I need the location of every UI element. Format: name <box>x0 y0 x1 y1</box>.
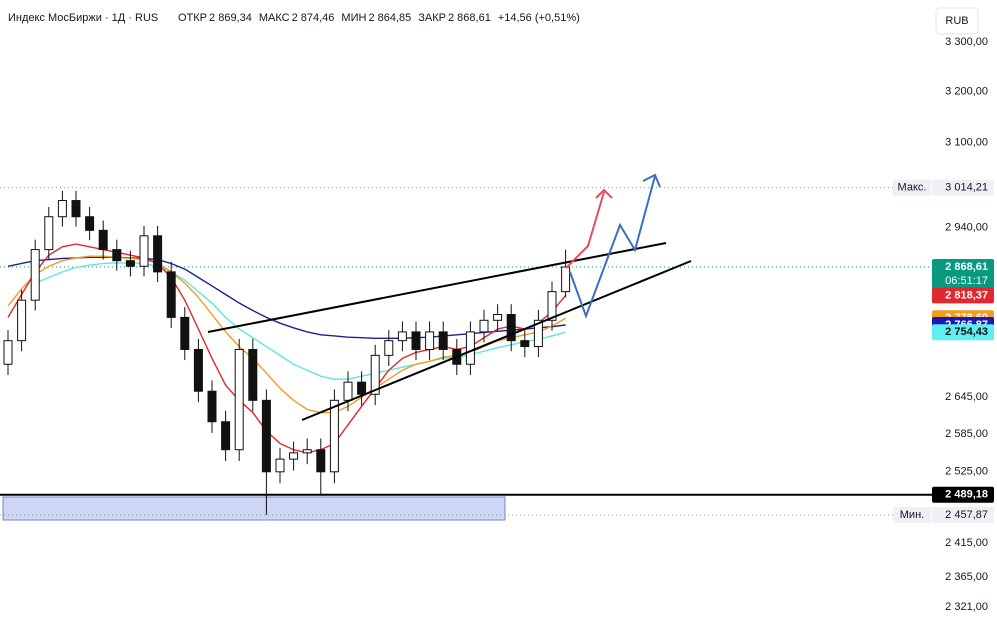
candle-body <box>465 331 475 365</box>
candle-body <box>289 452 299 460</box>
arrow-head <box>642 173 661 188</box>
trendline-lower <box>301 260 692 421</box>
stat-value: 2 868,61 <box>448 12 491 24</box>
extreme-name: Мин. <box>900 509 924 521</box>
forecast-arrow-red <box>565 191 605 269</box>
y-tick-label: 3 300,00 <box>945 36 988 48</box>
candle-body <box>57 200 67 218</box>
candle-body <box>343 381 353 401</box>
price-label: 2 868,61 <box>945 261 988 273</box>
extreme-value: 3 014,21 <box>945 182 988 194</box>
candle-body <box>479 319 489 333</box>
y-tick-label: 2 321,00 <box>945 601 988 613</box>
price-label-box <box>932 486 994 503</box>
candle-body <box>248 348 258 401</box>
y-tick-label: 2 415,00 <box>945 537 988 549</box>
candle-body <box>411 331 421 350</box>
extreme-value-box <box>932 179 994 196</box>
y-tick-label: 2 940,00 <box>945 222 988 234</box>
stat-label: МИН <box>341 12 366 24</box>
candle-body <box>85 216 95 231</box>
candle-body <box>180 316 190 350</box>
extreme-name: Макс. <box>898 182 927 194</box>
candle-body <box>357 381 367 395</box>
countdown: 06:51:17 <box>945 275 988 287</box>
drawings <box>207 173 692 421</box>
price-label: 2 754,43 <box>945 326 988 338</box>
candle-body <box>329 399 339 473</box>
stat-label: ЗАКР <box>418 12 446 24</box>
candle-body <box>139 235 149 267</box>
candle-body <box>384 340 394 356</box>
instrument-title: Индекс МосБиржи · 1Д · RUS <box>8 12 158 24</box>
candle-body <box>261 399 271 473</box>
candle-body <box>44 216 54 251</box>
y-tick-label: 3 200,00 <box>945 86 988 98</box>
stat-value: 2 869,34 <box>209 12 252 24</box>
candle-body <box>316 449 326 473</box>
candle-body <box>506 314 516 342</box>
candle-body <box>302 449 312 454</box>
price-label: 2 489,18 <box>945 489 988 501</box>
extreme-name-box <box>893 179 931 196</box>
extreme-value-box <box>932 507 994 524</box>
candle-body <box>221 421 231 451</box>
forecast-arrow-blue <box>569 175 656 319</box>
currency[interactable]: RUB <box>945 15 968 27</box>
stat-label: МАКС <box>259 12 290 24</box>
stat-value: 2 864,85 <box>368 12 411 24</box>
candle-body <box>275 458 285 473</box>
candle-body <box>561 266 571 293</box>
candle-body <box>234 348 244 451</box>
candle-body <box>547 291 557 321</box>
candle-body <box>153 235 163 273</box>
change: +14,56 (+0,51%) <box>498 12 580 24</box>
header: Индекс МосБиржи · 1Д · RUS ОТКР 2 869,34 М… <box>8 12 580 24</box>
candle-body <box>166 271 176 318</box>
y-tick-label: 2 645,00 <box>945 391 988 403</box>
candle-body <box>207 390 217 423</box>
extreme-name-box <box>893 507 931 524</box>
y-tick-label: 2 365,00 <box>945 571 988 583</box>
candle-body <box>71 200 81 218</box>
support-zone <box>2 496 506 521</box>
currency-button[interactable] <box>935 7 979 35</box>
price-label-box <box>932 287 994 304</box>
candle-body <box>438 331 448 350</box>
candle-body <box>425 331 435 350</box>
candle-body <box>193 348 203 392</box>
candle-body <box>125 260 135 267</box>
arrow-head <box>595 188 613 199</box>
moving-average <box>34 262 566 380</box>
candle-body <box>98 229 108 251</box>
y-tick-label: 2 525,00 <box>945 466 988 478</box>
candle-body <box>3 340 13 365</box>
stat-value: 2 874,46 <box>292 12 335 24</box>
candle-body <box>370 354 380 395</box>
price-label-box <box>932 259 994 290</box>
candle-body <box>397 331 407 342</box>
candle-body <box>30 249 40 301</box>
y-tick-label: 2 585,00 <box>945 428 988 440</box>
price-label-box <box>932 324 994 341</box>
stat-label: ОТКР <box>178 12 207 24</box>
extreme-value: 2 457,87 <box>945 509 988 521</box>
trendline-upper <box>207 242 667 333</box>
candle-body <box>493 314 503 321</box>
candle-body <box>17 299 27 342</box>
candle-body <box>520 340 530 348</box>
candle-body <box>112 249 122 262</box>
candle-body <box>533 319 543 348</box>
price-label: 2 818,37 <box>945 289 988 301</box>
y-tick-label: 3 100,00 <box>945 136 988 148</box>
